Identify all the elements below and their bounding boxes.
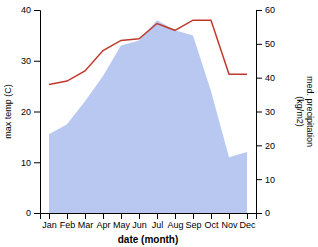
axis-domain <box>41 214 257 220</box>
tick-mark <box>67 213 68 219</box>
tick: Jul <box>152 213 164 230</box>
tick-mark <box>256 179 262 180</box>
tick-label: Dec <box>239 220 256 230</box>
tick-mark <box>229 213 230 219</box>
tick-label: 50 <box>265 39 275 49</box>
area <box>49 20 247 213</box>
axis: JanFebMarAprMayJun JulAugSepOctNovDec <box>41 213 257 230</box>
tick: Mar <box>78 213 94 230</box>
tick: Nov <box>221 213 238 230</box>
tick-label: Sep <box>185 220 201 230</box>
marks <box>49 20 247 213</box>
tick: Dec <box>239 213 256 230</box>
tick-mark <box>256 78 262 79</box>
tick-label: 40 <box>265 73 275 83</box>
tick-label: Oct <box>204 220 219 230</box>
axis: 0 10 20 30 40 <box>21 5 41 218</box>
tick-mark <box>175 213 176 219</box>
tick-label: Mar <box>78 220 94 230</box>
tick-label: Jun <box>132 220 147 230</box>
tick-label: 20 <box>21 107 31 117</box>
tick-label: 20 <box>265 141 275 151</box>
tick-mark <box>34 162 40 163</box>
tick-label: 30 <box>265 107 275 117</box>
tick: Jan <box>42 213 57 230</box>
tick: 0 <box>256 208 270 218</box>
tick-mark <box>34 112 40 113</box>
y-axis-title: max temp (C) <box>3 84 13 139</box>
tick-mark <box>34 213 40 214</box>
tick-mark <box>256 44 262 45</box>
tick-label: May <box>113 220 131 230</box>
tick-label: Feb <box>60 220 76 230</box>
tick: 60 <box>256 5 275 15</box>
tick-mark <box>34 61 40 62</box>
tick-mark <box>157 213 158 219</box>
tick: 20 <box>21 107 40 117</box>
chart: JanFebMarAprMayJun JulAugSepOctNovDec 0 10 2… <box>0 0 318 247</box>
tick-mark <box>121 213 122 219</box>
tick: 40 <box>21 5 40 15</box>
tick-mark <box>256 10 262 11</box>
line <box>49 20 247 84</box>
tick-mark <box>256 112 262 113</box>
x-axis-title: date (month) <box>118 234 179 245</box>
tick-label: 30 <box>21 56 31 66</box>
tick: Aug <box>167 213 183 230</box>
tick-mark <box>49 213 50 219</box>
tick-label: Nov <box>221 220 238 230</box>
tick: 50 <box>256 39 275 49</box>
axis-domain <box>257 11 263 214</box>
tick-label: 60 <box>265 5 275 15</box>
tick-label: 0 <box>265 208 270 218</box>
tick-mark <box>256 213 262 214</box>
tick-label: Jan <box>42 220 57 230</box>
tick: Jun <box>132 213 147 230</box>
tick-label: 0 <box>26 208 31 218</box>
tick-label: Apr <box>96 220 110 230</box>
tick-label: Jul <box>152 220 164 230</box>
tick-mark <box>34 10 40 11</box>
tick-mark <box>103 213 104 219</box>
tick: Feb <box>60 213 76 230</box>
plot: JanFebMarAprMayJun JulAugSepOctNovDec 0 10 2… <box>3 5 315 245</box>
tick: 20 <box>256 141 275 151</box>
tick: May <box>113 213 131 230</box>
tick: Apr <box>96 213 110 230</box>
tick-mark <box>193 213 194 219</box>
axis-domain <box>34 11 41 214</box>
tick: 0 <box>26 208 40 218</box>
y2-axis-title-line: med. precipitation <box>305 76 315 147</box>
tick-label: Aug <box>167 220 183 230</box>
y2-axis-title-line: (kg/m2) <box>295 96 305 127</box>
tick-mark <box>256 145 262 146</box>
tick-mark <box>139 213 140 219</box>
tick-mark <box>247 213 248 219</box>
tick: Oct <box>204 213 219 230</box>
tick-label: 40 <box>21 5 31 15</box>
tick-label: 10 <box>265 175 275 185</box>
tick-mark <box>85 213 86 219</box>
tick: 40 <box>256 73 275 83</box>
y2-axis-title: med. precipitation(kg/m2) <box>295 76 315 147</box>
tick: 10 <box>256 175 275 185</box>
tick: Sep <box>185 213 201 230</box>
tick: 30 <box>21 56 40 66</box>
tick-mark <box>211 213 212 219</box>
axis: 0 10 20 30 40 50 60 <box>256 5 275 218</box>
tick-label: 10 <box>21 158 31 168</box>
tick: 30 <box>256 107 275 117</box>
tick: 10 <box>21 158 40 168</box>
